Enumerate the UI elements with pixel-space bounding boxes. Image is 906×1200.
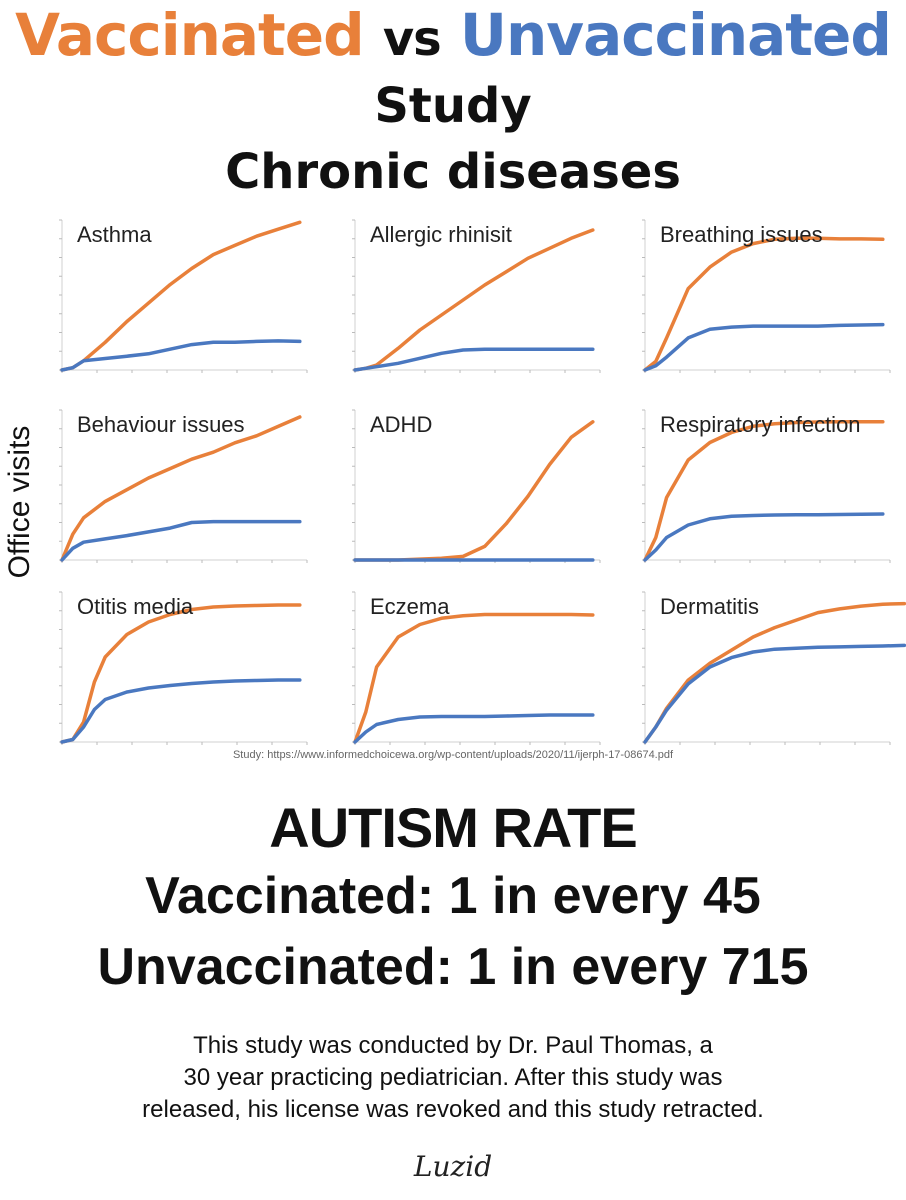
autism-rate-vaccinated: Vaccinated: 1 in every 45 [145,867,761,925]
chart-otitis-media: Otitis media [59,591,308,745]
chart-title-breathing-issues: Breathing issues [660,222,823,247]
series-line-vaccinated-adhd [353,420,595,562]
footnote-line-1: This study was conducted by Dr. Paul Tho… [193,1032,713,1059]
luzid-logo: Luzid [413,1150,493,1183]
chart-title-allergic-rhinisit: Allergic rhinisit [370,222,512,247]
chart-title-dermatitis: Dermatitis [660,594,759,619]
chart-title-otitis-media: Otitis media [77,594,194,619]
chart-dermatitis: Dermatitis [642,591,906,745]
source-citation: Study: https://www.informedchoicewa.org/… [232,749,674,761]
title-unvaccinated: Unvaccinated [459,1,892,69]
series-line-vaccinated-eczema [353,612,595,744]
chart-respiratory-infection: Respiratory infection [642,409,891,563]
subtitle-study: Study [374,78,532,134]
chart-title-behaviour-issues: Behaviour issues [77,412,245,437]
series-line-unvaccinated-otitis-media [60,678,302,744]
subtitle-chronic-diseases: Chronic diseases [225,144,681,200]
chart-asthma: Asthma [59,219,308,373]
series-line-unvaccinated-breathing-issues [643,322,885,372]
chart-title-adhd: ADHD [370,412,432,437]
series-line-unvaccinated-asthma [60,339,302,372]
series-line-unvaccinated-allergic-rhinisit [353,347,595,372]
chart-grid: Asthma Allergic rhinisit Breathing issues B… [59,219,906,745]
chart-allergic-rhinisit: Allergic rhinisit [352,219,601,373]
main-title: Vaccinated vs Unvaccinated [0,0,906,74]
chart-behaviour-issues: Behaviour issues [59,409,308,563]
series-line-vaccinated-breathing-issues [643,236,885,372]
chart-title-eczema: Eczema [370,594,450,619]
series-line-vaccinated-dermatitis [643,601,906,744]
series-line-unvaccinated-dermatitis [643,643,906,744]
autism-rate-title: AUTISM RATE [269,796,638,859]
chart-breathing-issues: Breathing issues [642,219,891,373]
chart-eczema: Eczema [352,591,601,745]
footnote-line-2: 30 year practicing pediatrician. After t… [183,1064,723,1091]
series-line-unvaccinated-eczema [353,713,595,744]
series-line-vaccinated-behaviour-issues [60,415,302,562]
chart-adhd: ADHD [352,409,601,563]
chart-title-respiratory-infection: Respiratory infection [660,412,861,437]
footnote-line-3: released, his license was revoked and th… [142,1096,764,1123]
series-line-vaccinated-otitis-media [60,603,302,744]
autism-rate-unvaccinated: Unvaccinated: 1 in every 715 [97,938,809,996]
footnote: This study was conducted by Dr. Paul Tho… [0,1030,906,1126]
series-line-vaccinated-respiratory-infection [643,420,885,562]
title-vaccinated: Vaccinated [15,1,365,69]
chart-title-asthma: Asthma [77,222,152,247]
title-vs: vs [382,11,442,67]
series-line-unvaccinated-behaviour-issues [60,519,302,562]
series-line-unvaccinated-respiratory-infection [643,512,885,562]
